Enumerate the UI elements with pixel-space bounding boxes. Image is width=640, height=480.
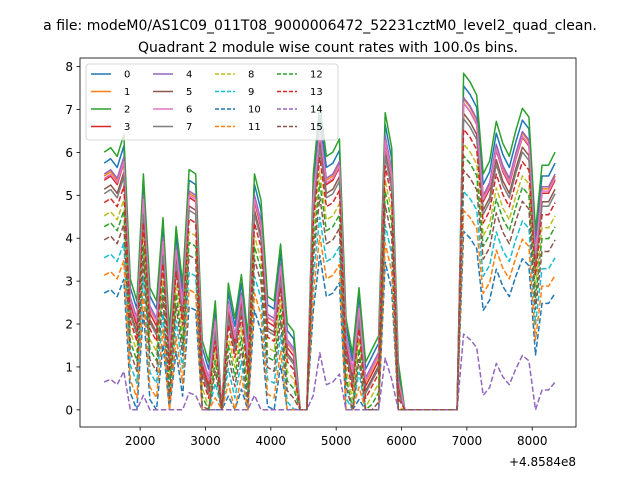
series-line-14 bbox=[103, 333, 556, 411]
legend-label-7: 7 bbox=[186, 122, 192, 133]
legend-label-10: 10 bbox=[248, 105, 261, 116]
legend-label-1: 1 bbox=[124, 87, 130, 98]
series-line-6 bbox=[103, 102, 556, 411]
legend-label-3: 3 bbox=[124, 122, 130, 133]
series-layer bbox=[103, 72, 556, 411]
y-tick-label-8: 8 bbox=[65, 60, 73, 74]
x-tick-label-8000: 8000 bbox=[517, 434, 548, 448]
x-tick-label-2000: 2000 bbox=[125, 434, 156, 448]
x-tick-label-4000: 4000 bbox=[256, 434, 287, 448]
y-tick-label-6: 6 bbox=[65, 146, 73, 160]
y-tick-label-3: 3 bbox=[65, 275, 73, 289]
legend-label-13: 13 bbox=[310, 87, 323, 98]
legend-label-4: 4 bbox=[186, 70, 192, 81]
series-line-15 bbox=[103, 169, 556, 411]
y-tick-label-2: 2 bbox=[65, 318, 73, 332]
figure-suptitle: a file: modeM0/AS1C09_011T08_9000006472_… bbox=[43, 18, 597, 34]
series-line-2 bbox=[103, 72, 556, 411]
series-line-10 bbox=[103, 230, 556, 411]
y-tick-label-7: 7 bbox=[65, 103, 73, 117]
legend-label-8: 8 bbox=[248, 70, 254, 81]
x-tick-label-6000: 6000 bbox=[386, 434, 417, 448]
x-tick-label-3000: 3000 bbox=[190, 434, 221, 448]
y-tick-label-1: 1 bbox=[65, 360, 73, 374]
legend-box bbox=[85, 63, 339, 141]
series-line-0 bbox=[103, 85, 556, 411]
legend-label-15: 15 bbox=[310, 122, 323, 133]
chart-title: Quadrant 2 module wise count rates with … bbox=[138, 40, 518, 56]
series-line-11 bbox=[103, 209, 556, 411]
x-tick-label-7000: 7000 bbox=[452, 434, 483, 448]
series-line-7 bbox=[103, 118, 556, 411]
y-tick-label-4: 4 bbox=[65, 232, 73, 246]
legend-label-5: 5 bbox=[186, 87, 192, 98]
series-line-12 bbox=[103, 154, 556, 411]
series-line-13 bbox=[103, 128, 556, 411]
legend-label-11: 11 bbox=[248, 122, 261, 133]
legend-label-0: 0 bbox=[124, 70, 130, 81]
x-tick-label-5000: 5000 bbox=[321, 434, 352, 448]
series-line-9 bbox=[103, 190, 556, 411]
legend-label-12: 12 bbox=[310, 70, 323, 81]
plot-frame bbox=[79, 57, 577, 428]
legend-label-6: 6 bbox=[186, 105, 192, 116]
legend-label-14: 14 bbox=[310, 105, 323, 116]
x-offset-label: +4.8584e8 bbox=[509, 455, 576, 469]
series-line-8 bbox=[103, 143, 556, 411]
legend-label-2: 2 bbox=[124, 105, 130, 116]
legend-label-9: 9 bbox=[248, 87, 254, 98]
y-tick-label-0: 0 bbox=[65, 403, 73, 417]
y-tick-label-5: 5 bbox=[65, 189, 73, 203]
